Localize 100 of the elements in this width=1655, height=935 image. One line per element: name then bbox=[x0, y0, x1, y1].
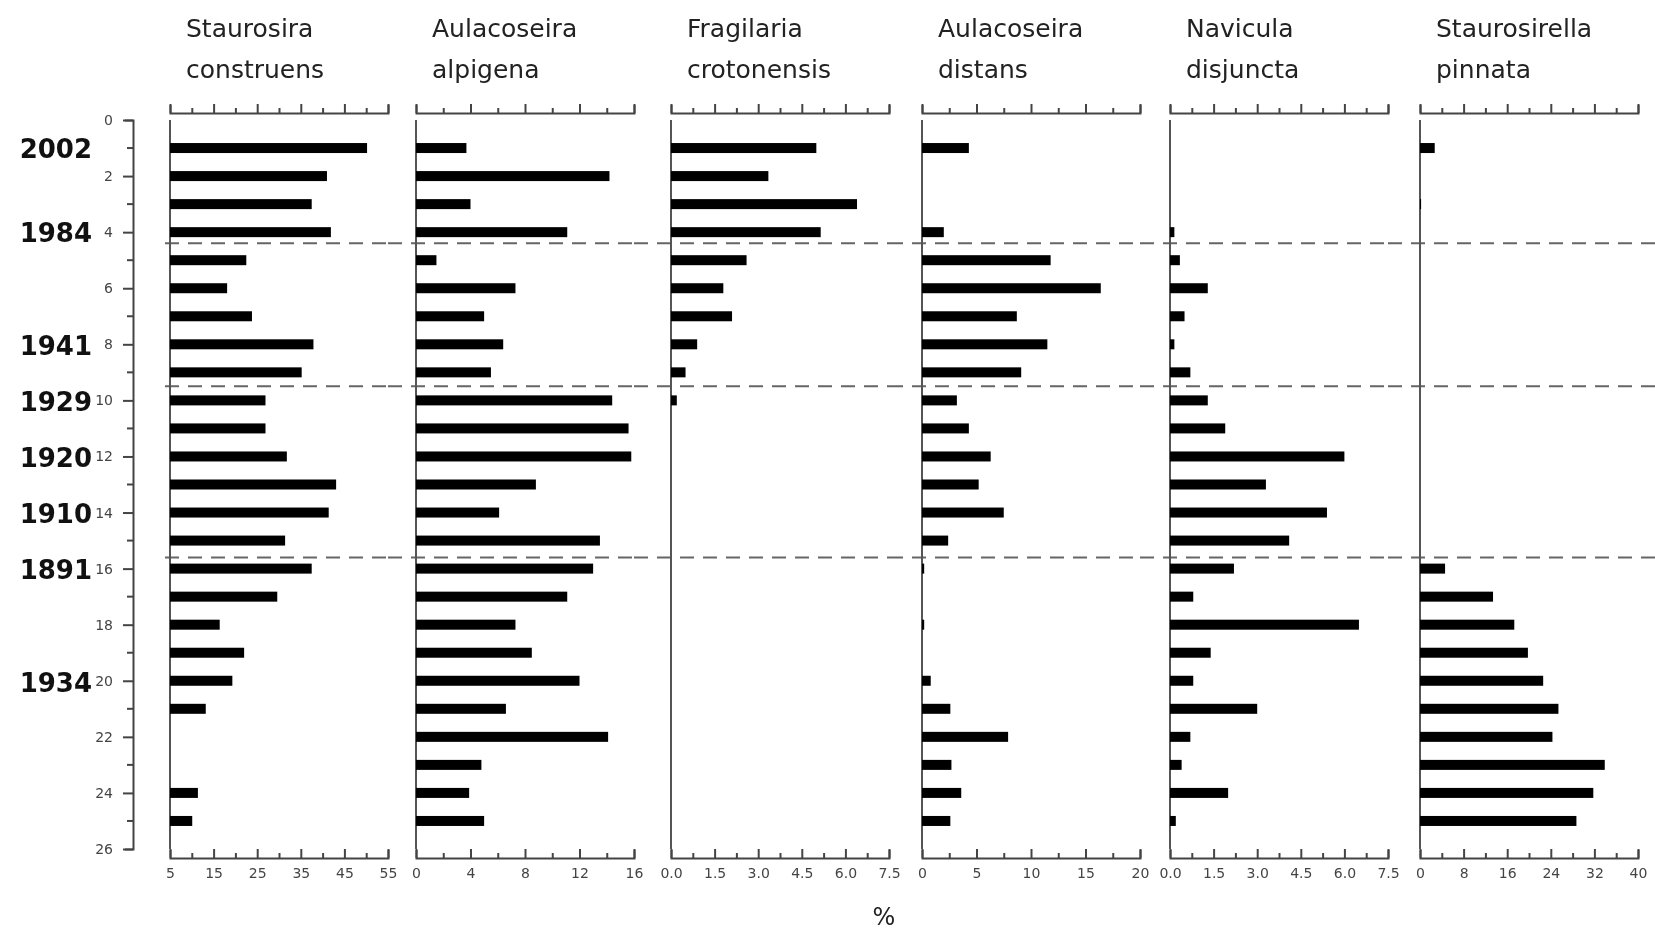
bar bbox=[416, 675, 580, 686]
chart-title: Aulacoseira alpigena bbox=[432, 14, 578, 84]
bar bbox=[1420, 703, 1559, 714]
chart-title: Staurosira construens bbox=[186, 14, 325, 84]
y-tick-label: 12 bbox=[95, 448, 113, 465]
text: 1891 bbox=[19, 555, 92, 585]
x-tick-label: 4.5 bbox=[1290, 864, 1313, 881]
bar bbox=[1170, 591, 1194, 602]
y-tick-label: 10 bbox=[95, 392, 113, 409]
bar bbox=[1170, 255, 1180, 266]
bar bbox=[922, 703, 951, 714]
bar bbox=[416, 479, 536, 490]
bar bbox=[1170, 815, 1176, 826]
x-tick-label: 55 bbox=[379, 864, 398, 881]
chart-title: Aulacoseira distans bbox=[938, 14, 1084, 84]
bar bbox=[416, 339, 504, 350]
bar bbox=[416, 759, 482, 770]
bar bbox=[1170, 647, 1211, 658]
bar bbox=[922, 535, 949, 546]
x-tick-label: 8 bbox=[521, 864, 530, 881]
x-tick-label: 5 bbox=[972, 864, 982, 881]
bar bbox=[1420, 647, 1528, 658]
y-tick-label: 4 bbox=[104, 224, 114, 241]
x-tick-label: 0 bbox=[918, 864, 927, 881]
y-tick-label: 22 bbox=[95, 728, 113, 745]
bar bbox=[922, 507, 1004, 518]
bar bbox=[416, 507, 500, 518]
bar bbox=[1170, 703, 1258, 714]
y-tick-label: 8 bbox=[104, 336, 113, 353]
bar bbox=[1170, 367, 1191, 378]
x-tick-label: 15 bbox=[205, 864, 224, 881]
bar bbox=[922, 479, 979, 490]
bar bbox=[1170, 227, 1175, 238]
bar bbox=[1420, 675, 1544, 686]
x-tick-label: 35 bbox=[292, 864, 311, 881]
y-tick-label: 2 bbox=[104, 168, 113, 185]
x-tick-label: 0.0 bbox=[660, 864, 683, 881]
bar bbox=[922, 451, 991, 462]
bar bbox=[1170, 619, 1359, 630]
x-tick-label: 8 bbox=[1459, 864, 1469, 881]
x-tick-label: 45 bbox=[335, 864, 354, 881]
bar bbox=[1420, 563, 1446, 574]
x-tick-label: 40 bbox=[1629, 864, 1648, 881]
bar bbox=[922, 787, 962, 798]
bar bbox=[416, 619, 516, 630]
bar bbox=[922, 423, 969, 434]
bar bbox=[922, 227, 944, 238]
bar bbox=[922, 395, 957, 406]
text: 1929 bbox=[19, 387, 92, 417]
bar bbox=[416, 731, 609, 742]
x-tick-label: 7.5 bbox=[1377, 864, 1400, 881]
bar bbox=[671, 199, 858, 210]
bar bbox=[416, 171, 610, 182]
bar bbox=[416, 815, 485, 826]
bar bbox=[671, 367, 686, 378]
x-tick-label: 4 bbox=[466, 864, 476, 881]
bar bbox=[1420, 619, 1515, 630]
text: 2002 bbox=[19, 134, 92, 164]
bar bbox=[922, 815, 951, 826]
bar bbox=[1420, 731, 1553, 742]
bar bbox=[416, 255, 437, 266]
x-tick-label: 16 bbox=[625, 864, 644, 881]
bar bbox=[922, 339, 1048, 350]
bar bbox=[1420, 815, 1577, 826]
y-tick-label: 16 bbox=[95, 560, 114, 577]
y-tick-label: 26 bbox=[95, 840, 114, 857]
x-tick-label: 32 bbox=[1585, 864, 1604, 881]
bar bbox=[416, 787, 470, 798]
bar bbox=[1170, 423, 1226, 434]
bar bbox=[1170, 563, 1234, 574]
x-tick-label: 1.5 bbox=[703, 864, 727, 881]
bar bbox=[671, 171, 769, 182]
x-axis-title: % bbox=[872, 903, 896, 931]
x-tick-label: 0 bbox=[1416, 864, 1425, 881]
x-tick-label: 7.5 bbox=[878, 864, 901, 881]
bar bbox=[416, 283, 516, 294]
bar bbox=[1170, 535, 1290, 546]
text: 1920 bbox=[19, 443, 92, 473]
bar bbox=[1170, 675, 1194, 686]
bar bbox=[416, 647, 532, 658]
bar bbox=[416, 311, 485, 322]
x-tick-label: 6.0 bbox=[834, 864, 858, 881]
text: 1934 bbox=[19, 668, 92, 698]
bar bbox=[922, 283, 1101, 294]
x-tick-label: 1.5 bbox=[1202, 864, 1226, 881]
bar bbox=[416, 591, 568, 602]
chart-title: Fragilaria crotonensis bbox=[687, 14, 831, 84]
bar bbox=[671, 311, 733, 322]
bar bbox=[922, 619, 925, 630]
bar bbox=[1170, 339, 1175, 350]
bar bbox=[922, 311, 1017, 322]
y-tick-label: 20 bbox=[95, 672, 113, 689]
bar bbox=[416, 227, 568, 238]
bar bbox=[671, 143, 817, 154]
x-tick-label: 0.0 bbox=[1159, 864, 1182, 881]
x-tick-label: 0 bbox=[412, 864, 421, 881]
bar bbox=[1170, 507, 1327, 518]
bar bbox=[1420, 591, 1494, 602]
bar bbox=[1170, 283, 1208, 294]
x-tick-label: 4.5 bbox=[791, 864, 814, 881]
